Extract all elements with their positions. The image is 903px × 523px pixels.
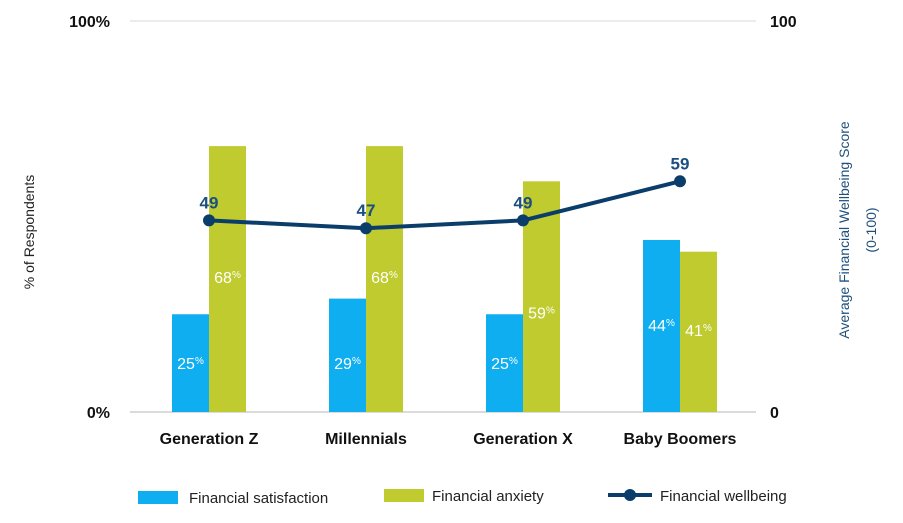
legend-label-anxiety: Financial anxiety (432, 488, 544, 505)
bar-anxiety-1 (366, 146, 403, 412)
wellbeing-label-2: 49 (514, 193, 533, 212)
bar-label-satisfaction-1: 29% (334, 356, 361, 373)
bar-label-anxiety-2: 59% (528, 305, 555, 322)
bar-anxiety-0 (209, 146, 246, 412)
bar-label-anxiety-0: 68% (214, 270, 241, 287)
bar-label-satisfaction-0: 25% (177, 356, 204, 373)
bar-satisfaction-0 (172, 314, 209, 412)
y-right-tick-top: 100 (770, 14, 797, 31)
bar-anxiety-3 (680, 251, 717, 412)
bars: 25% 29% 25% 44% 68% 68% 59% 41% (172, 146, 717, 412)
bar-satisfaction-2 (486, 314, 523, 412)
legend: Financial satisfaction Financial anxiety… (138, 488, 787, 507)
y-right-axis-title: Average Financial Wellbeing Score (836, 121, 852, 339)
y-right-tick-bottom: 0 (770, 405, 779, 422)
wellbeing-label-0: 49 (200, 193, 219, 212)
bar-label-anxiety-3: 41% (685, 323, 712, 340)
axes: 100% 0% 100 0 % of Respondents Average F… (21, 14, 879, 422)
wellbeing-point-0 (203, 214, 215, 227)
y-right-axis-subtitle: (0-100) (863, 207, 879, 252)
bar-label-anxiety-1: 68% (371, 270, 398, 287)
legend-label-satisfaction: Financial satisfaction (189, 490, 328, 507)
y-left-tick-bottom: 0% (87, 405, 110, 422)
bar-satisfaction-1 (329, 298, 366, 412)
bar-satisfaction-3 (643, 239, 680, 412)
legend-swatch-anxiety (384, 489, 424, 502)
legend-label-wellbeing: Financial wellbeing (660, 488, 787, 505)
category-label-1: Millennials (325, 431, 407, 448)
wellbeing-point-2 (517, 214, 529, 227)
y-left-axis-title: % of Respondents (21, 175, 37, 289)
y-left-tick-top: 100% (69, 14, 110, 31)
category-labels: Generation Z Millennials Generation X Baby … (160, 431, 737, 448)
category-label-3: Baby Boomers (624, 431, 737, 448)
wellbeing-line: 49 47 49 59 (200, 154, 690, 235)
legend-swatch-satisfaction (138, 491, 178, 504)
bar-label-satisfaction-3: 44% (648, 318, 675, 335)
wellbeing-point-3 (674, 175, 686, 188)
wellbeing-line-path (208, 179, 681, 231)
category-label-2: Generation X (473, 431, 573, 448)
bar-label-satisfaction-2: 25% (491, 356, 518, 373)
category-label-0: Generation Z (160, 431, 259, 448)
wellbeing-label-1: 47 (357, 201, 376, 220)
wellbeing-label-3: 59 (671, 154, 690, 173)
wellbeing-point-1 (360, 222, 372, 235)
legend-swatch-wellbeing-marker (624, 489, 636, 501)
